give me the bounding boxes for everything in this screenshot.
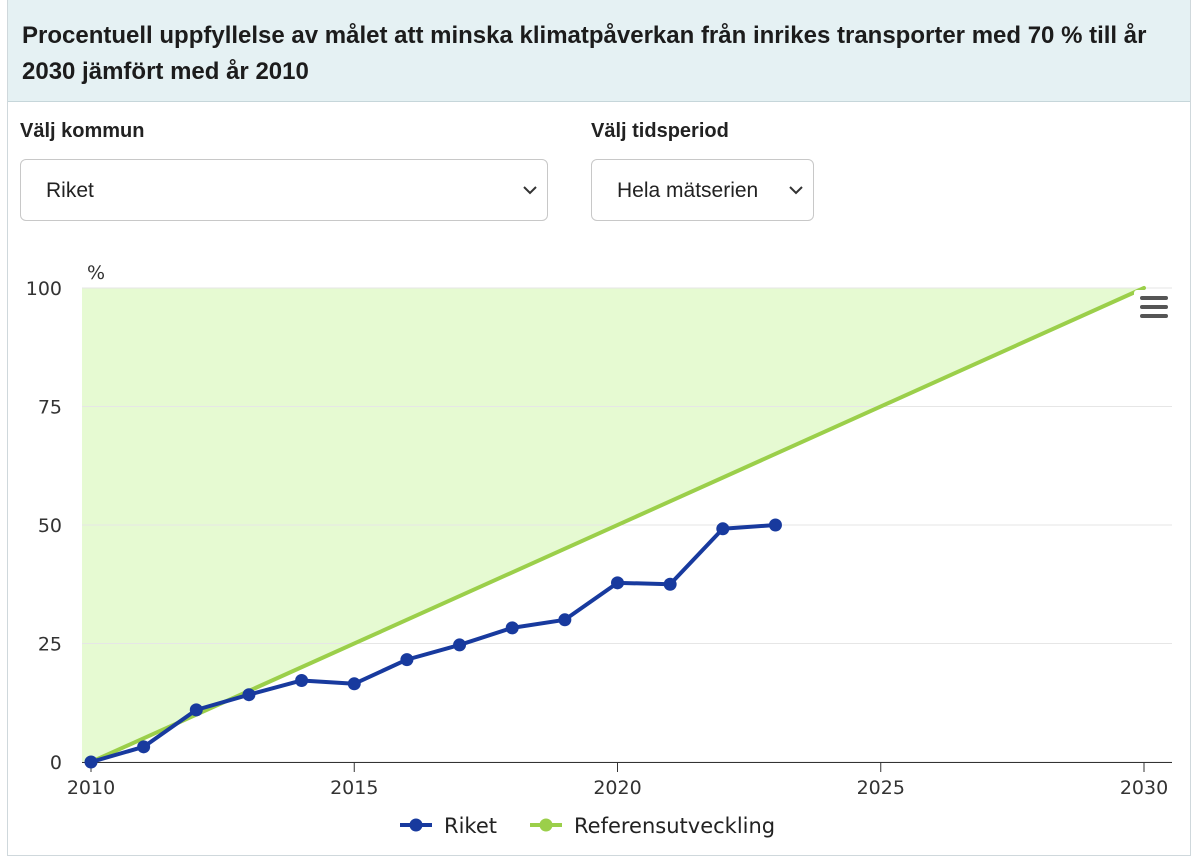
- y-tick-label: 50: [38, 515, 62, 537]
- data-point-riket: [137, 740, 151, 754]
- data-point-riket: [84, 755, 98, 769]
- legend-marker-referensutveckling: [539, 818, 553, 832]
- kommun-select[interactable]: Riket: [20, 159, 548, 221]
- x-tick-label: 2030: [1120, 777, 1168, 799]
- data-point-riket: [295, 673, 309, 687]
- y-tick-label: 0: [50, 752, 62, 774]
- legend-label-riket: Riket: [444, 814, 497, 838]
- chart-title: Procentuell uppfyllelse av målet att min…: [22, 22, 1147, 85]
- y-tick-label: 100: [26, 278, 62, 300]
- series-line-referensutveckling: [89, 286, 1146, 764]
- period-select[interactable]: Hela mätserien: [591, 159, 814, 221]
- series-line-riket: [90, 523, 776, 764]
- data-point-riket: [505, 621, 519, 635]
- x-tick-label: 2025: [857, 777, 905, 799]
- legend: Riket Referensutveckling: [400, 814, 775, 838]
- data-point-riket: [768, 518, 782, 532]
- data-point-riket: [453, 638, 467, 652]
- data-point-riket: [400, 653, 414, 667]
- data-point-riket: [716, 522, 730, 536]
- chart-header: Procentuell uppfyllelse av målet att min…: [8, 0, 1190, 102]
- axes: 0 25 50 75 100% 2010 2015 2020 2025 2030: [26, 262, 1172, 799]
- chevron-down-icon: [789, 186, 803, 195]
- y-axis-label: %: [87, 262, 105, 284]
- period-label: Välj tidsperiod: [591, 120, 729, 142]
- data-point-riket: [242, 688, 256, 702]
- kommun-select-value: Riket: [46, 179, 94, 202]
- chevron-down-icon: [523, 186, 537, 195]
- x-tick-label: 2020: [593, 777, 641, 799]
- data-point-riket: [189, 703, 203, 717]
- x-tick-label: 2010: [67, 777, 115, 799]
- legend-marker-riket: [409, 818, 423, 832]
- data-point-riket: [611, 576, 624, 590]
- series-layer: [84, 286, 1146, 769]
- period-select-value: Hela mätserien: [617, 179, 759, 202]
- legend-label-referensutveckling: Referensutveckling: [574, 814, 775, 838]
- x-tick-label: 2015: [330, 777, 378, 799]
- data-point-riket: [347, 677, 361, 691]
- kommun-label: Välj kommun: [20, 120, 145, 142]
- hamburger-menu-icon[interactable]: [1134, 290, 1174, 324]
- y-tick-label: 75: [38, 397, 62, 419]
- data-point-riket: [558, 613, 572, 627]
- data-point-riket: [663, 577, 677, 591]
- y-tick-label: 25: [38, 634, 62, 656]
